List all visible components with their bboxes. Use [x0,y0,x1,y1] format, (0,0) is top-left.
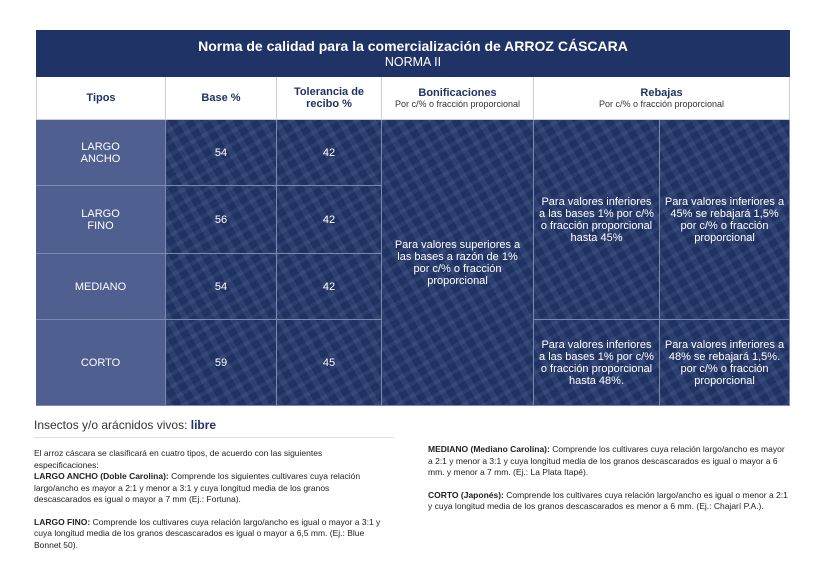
rebaja-cell: Para valores inferiores a 45% se rebajar… [660,120,790,320]
tipo-cell: MEDIANO [36,254,166,320]
note-text: Comprende los cultivares cuya relación l… [428,444,785,477]
note-text: Comprende los cultivares cuya relación l… [34,516,381,550]
note-mediano: MEDIANO (Mediano Carolina): Comprende lo… [428,444,790,479]
note-label: CORTO (Japonés): [428,489,504,500]
base-value: 54 [214,146,228,159]
tolerancia-value: 42 [322,280,336,293]
rebaja-text: Para valores inferiores a las bases 1% p… [539,338,654,387]
header-tolerancia: Tolerancia de recibo % [277,77,382,120]
tolerancia-value: 42 [322,146,336,159]
rebaja-text: Para valores inferiores a 48% se rebajar… [664,338,785,387]
tipo-cell: LARGO ANCHO [36,120,166,186]
tipo-label: LARGO ANCHO [80,140,121,165]
base-value: 56 [214,213,228,226]
header-tipos: Tipos [36,77,166,120]
note-label: MEDIANO (Mediano Carolina): [428,444,550,454]
header-rebajas-sub: Por c/% o fracción proporcional [598,99,725,109]
tipo-cell: CORTO [36,320,166,406]
note-label: LARGO ANCHO (Doble Carolina): [34,471,169,481]
base-value: 54 [214,280,228,293]
tolerancia-cell: 45 [277,320,382,406]
note-largo-ancho: LARGO ANCHO (Doble Carolina): Comprende … [34,471,386,506]
tolerancia-value: 42 [322,213,336,226]
header-tipos-label: Tipos [86,92,116,104]
header-rebajas: Rebajas Por c/% o fracción proporcional [534,77,790,120]
tipo-label: MEDIANO [74,280,127,293]
tipo-label: LARGO FINO [81,207,120,232]
base-cell: 56 [166,186,277,254]
header-tolerancia-label: Tolerancia de recibo % [293,86,365,110]
base-value: 59 [214,356,228,369]
bonificacion-cell: Para valores superiores a las bases a ra… [382,120,534,406]
note-label: LARGO FINO: [34,516,91,527]
header-bonificaciones-label: Bonificaciones [418,87,497,99]
notes-intro: El arroz cáscara se clasificará en cuatr… [34,448,323,470]
rebaja-cell: Para valores inferiores a 48% se rebajar… [660,320,790,406]
base-cell: 54 [166,120,277,186]
tolerancia-cell: 42 [277,120,382,186]
insectos-label: Insectos y/o arácnidos vivos: [34,418,188,432]
header-rebajas-label: Rebajas [640,87,683,99]
insectos-value: libre [190,418,217,432]
header-bonificaciones: Bonificaciones Por c/% o fracción proporc… [382,77,534,120]
rebaja-cell: Para valores inferiores a las bases 1% p… [534,120,660,320]
insectos-line: Insectos y/o arácnidos vivos: libre [34,418,394,438]
note-text: Comprende los cultivares cuya relación l… [428,489,788,512]
notes-right: MEDIANO (Mediano Carolina): Comprende lo… [428,444,790,513]
note-corto: CORTO (Japonés): Comprende los cultivare… [428,490,790,513]
header-bonificaciones-sub: Por c/% o fracción proporcional [394,99,521,109]
note-largo-fino: LARGO FINO: Comprende los cultivares cuy… [34,517,386,552]
header-base: Base % [166,77,277,120]
base-cell: 59 [166,320,277,406]
rebaja-text: Para valores inferiores a las bases 1% p… [539,195,654,244]
rebaja-text: Para valores inferiores a 45% se rebajar… [664,195,785,244]
bonificacion-text: Para valores superiores a las bases a ra… [394,238,521,287]
notes-left: El arroz cáscara se clasificará en cuatr… [34,448,386,551]
rebaja-cell: Para valores inferiores a las bases 1% p… [534,320,660,406]
header-base-label: Base % [201,92,241,104]
tolerancia-cell: 42 [277,254,382,320]
tipo-cell: LARGO FINO [36,186,166,254]
tipo-label: CORTO [80,356,121,369]
table-title-band: Norma de calidad para la comercializació… [36,30,790,77]
table-title: Norma de calidad para la comercializació… [198,38,628,54]
table-subtitle: NORMA II [384,55,442,69]
base-cell: 54 [166,254,277,320]
tolerancia-cell: 42 [277,186,382,254]
tolerancia-value: 45 [322,356,336,369]
note-text: Comprende los siguientes cultivares cuya… [34,471,361,504]
